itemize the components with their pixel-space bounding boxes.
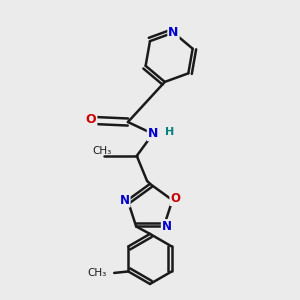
Text: N: N	[148, 127, 158, 140]
Text: O: O	[86, 112, 96, 126]
Text: N: N	[168, 26, 179, 39]
Text: O: O	[170, 192, 180, 205]
Text: N: N	[162, 220, 172, 233]
Text: N: N	[120, 194, 130, 207]
Text: CH₃: CH₃	[92, 146, 112, 156]
Text: CH₃: CH₃	[88, 268, 107, 278]
Text: H: H	[164, 127, 174, 137]
